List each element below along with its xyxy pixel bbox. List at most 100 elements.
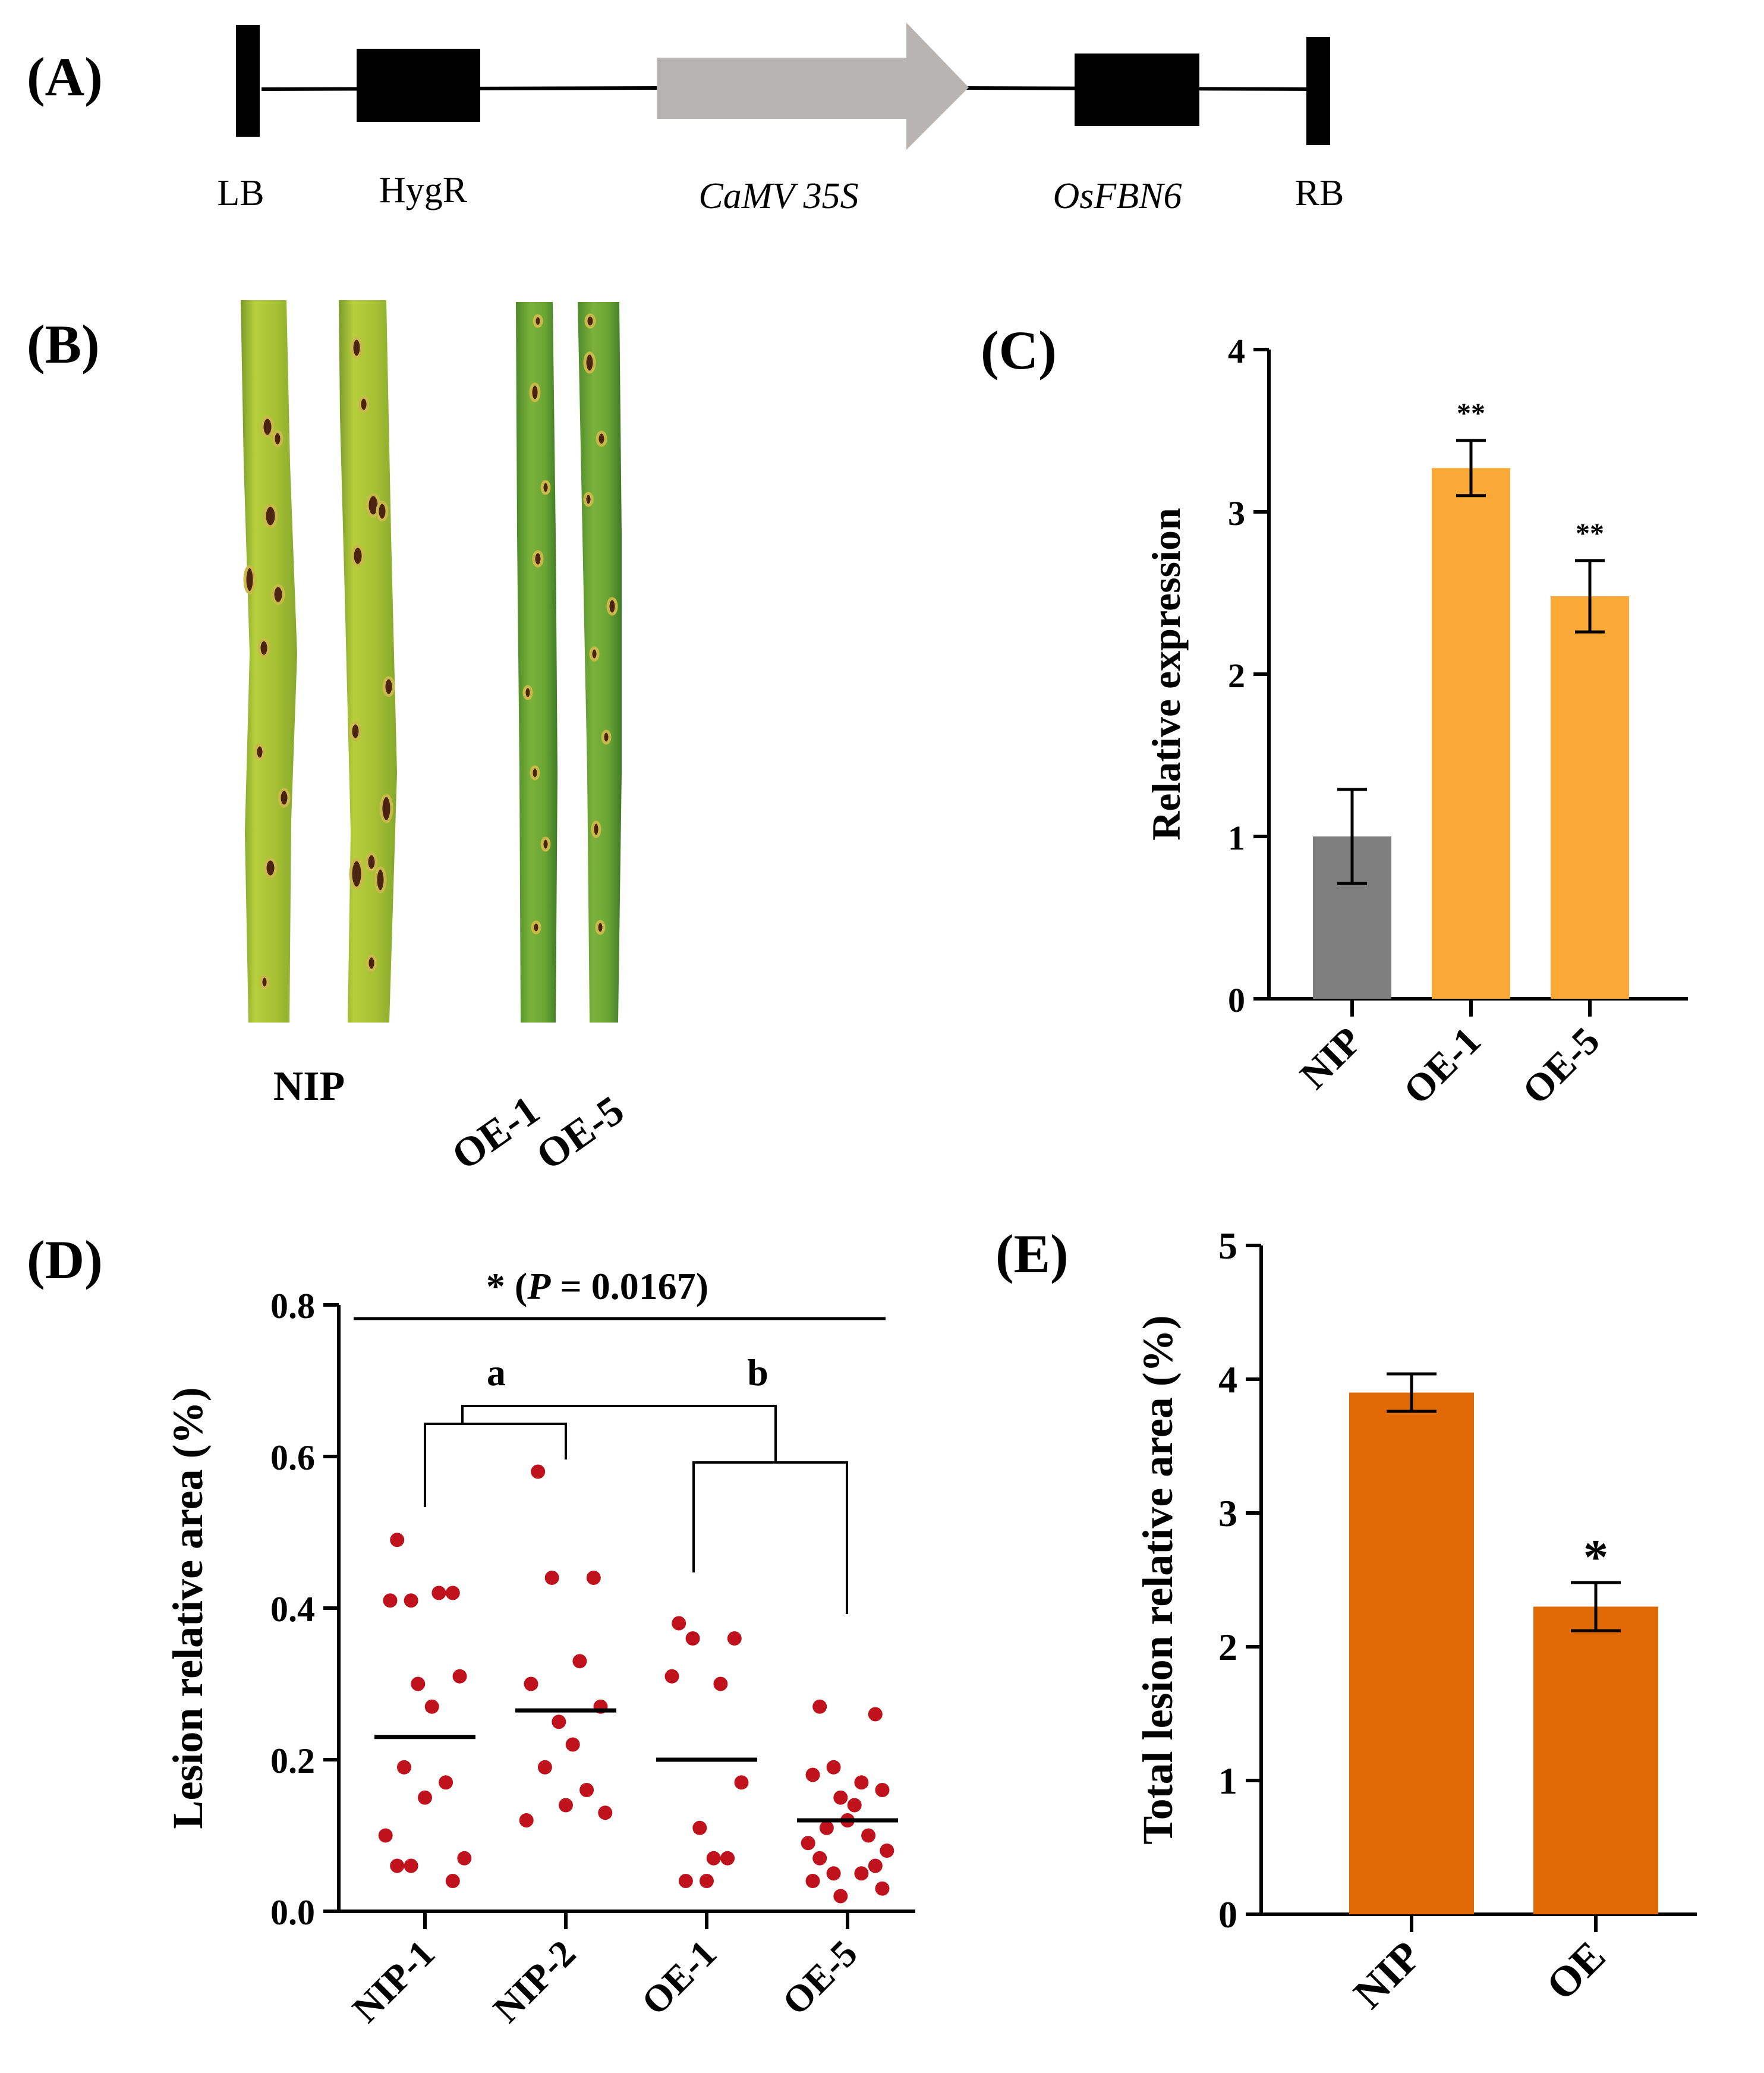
sig-p: P [527,1265,551,1307]
d-point-oe-1 [700,1874,714,1888]
d-point-nip-2 [565,1737,580,1752]
d-y-tick-label: 0.2 [270,1741,315,1781]
osfbn6-label: OsFBN6 [1053,176,1182,216]
d-point-nip-1 [431,1586,446,1600]
e-significance-mark: * [1583,1530,1608,1585]
d-point-oe-1 [706,1851,721,1866]
d-y-tick-label: 0.6 [270,1438,315,1477]
c-significance-mark: ** [1457,398,1485,429]
e-y-tick-label: 1 [1218,1760,1237,1802]
leaf-nip-2 [339,300,397,1023]
d-point-nip-1 [404,1858,418,1873]
panel-c-label: (C) [981,320,1057,380]
d-y-axis-label: Lesion relative area (%) [164,1387,212,1829]
d-point-oe-1 [678,1874,693,1888]
d-x-tick-label: OE-5 [774,1932,865,2023]
d-point-nip-1 [439,1775,453,1790]
d-point-nip-1 [404,1593,418,1608]
d-point-nip-1 [457,1851,472,1866]
significance-text: * (P = 0.0167) [486,1265,708,1307]
chart-total-lesion-area: 0 1 2 3 4 5 Total lesion relative area (%) * NIP… [1134,1225,1697,2018]
d-point-oe-5 [875,1881,890,1896]
c-x-tick-label: OE-5 [1514,1019,1608,1113]
d-point-oe-5 [819,1820,834,1835]
d-point-oe-1 [685,1631,700,1646]
hygr-block [357,49,480,122]
panel-d-label: (D) [27,1229,103,1290]
panel-c: (C) 0 1 2 3 4 Relative expression ** ** NIP OE-1 O… [981,320,1688,1113]
chart-lesion-relative-area: 0.0 0.2 0.4 0.6 0.8 Lesion relative area (%) N… [164,1286,915,2031]
d-point-nip-1 [390,1533,405,1547]
d-point-oe-5 [847,1798,862,1813]
d-point-oe-1 [713,1676,728,1691]
d-point-nip-2 [524,1676,538,1691]
d-point-nip-1 [383,1593,398,1608]
d-point-oe-5 [826,1866,841,1881]
d-point-oe-5 [868,1858,883,1873]
d-point-nip-2 [598,1805,613,1820]
e-y-axis-label: Total lesion relative area (%) [1134,1315,1182,1845]
d-point-nip-2 [552,1715,566,1729]
e-y-tick-label: 0 [1218,1893,1237,1936]
leaf-lesions [243,313,618,990]
d-y-tick-label: 0.8 [270,1286,315,1326]
c-y-tick-label: 4 [1228,332,1245,370]
panel-a: (A) LB HygR CaMV 35S OsFBN6 RB [27,23,1344,216]
c-y-tick-label: 1 [1228,819,1245,857]
d-point-oe-5 [833,1790,848,1805]
d-point-nip-2 [559,1798,573,1813]
d-point-oe-1 [734,1775,749,1790]
c-y-axis-label: Relative expression [1144,508,1189,841]
panel-b: (B) NIP OE-1 OE-5 [27,300,632,1179]
d-point-oe-5 [812,1851,827,1866]
d-y-tick-label: 0.4 [270,1590,315,1629]
lb-label: LB [217,173,264,213]
e-y-tick-label: 5 [1218,1225,1237,1267]
group-label-b: b [747,1351,768,1393]
sig-rest: = 0.0167) [550,1265,708,1307]
leaf-label-oe5: OE-5 [528,1087,632,1179]
d-point-nip-2 [586,1571,601,1585]
bracket-top [461,1405,777,1462]
c-bar-oe-5 [1551,596,1629,999]
c-x-tick-label: NIP [1292,1019,1371,1097]
hygr-label: HygR [379,170,468,210]
d-y-tick-label: 0.0 [270,1893,315,1932]
c-y-tick-label: 2 [1228,656,1245,695]
bracket-oe [692,1461,848,1614]
d-point-oe-5 [805,1767,820,1782]
osfbn6-block [1075,54,1199,126]
d-point-nip-1 [445,1874,460,1888]
panel-e: (E) 0 1 2 3 4 5 Total lesion relative area (%)… [996,1223,1697,2018]
d-point-nip-1 [452,1669,467,1684]
d-x-tick-label: NIP-1 [344,1932,443,2031]
d-point-nip-1 [378,1828,393,1843]
e-x-tick-label: NIP [1344,1932,1430,2018]
d-x-tick-label: OE-1 [634,1932,724,2023]
d-point-oe-5 [854,1866,869,1881]
leaf-oe-5 [578,302,622,1023]
e-bar-oe [1533,1606,1658,1914]
group-label-a: a [487,1351,506,1393]
d-point-oe-5 [861,1828,876,1843]
d-point-oe-5 [875,1783,890,1797]
d-point-oe-1 [692,1820,707,1835]
d-point-nip-2 [519,1813,534,1827]
d-point-oe-5 [812,1699,827,1714]
d-x-tick-label: NIP-2 [485,1932,584,2031]
c-bar-oe-1 [1432,468,1510,999]
d-point-oe-1 [664,1669,679,1684]
bracket-nip [424,1423,567,1507]
d-point-nip-2 [579,1783,594,1797]
d-point-nip-1 [390,1858,405,1873]
panel-b-label: (B) [27,314,100,375]
d-point-nip-2 [531,1464,546,1479]
leaf-nip-1 [241,300,297,1023]
panel-e-label: (E) [996,1223,1069,1284]
d-point-oe-5 [805,1874,820,1888]
right-border-block [1306,37,1330,145]
d-point-oe-5 [854,1775,869,1790]
e-y-tick-label: 3 [1218,1492,1237,1534]
d-point-oe-5 [833,1889,848,1904]
